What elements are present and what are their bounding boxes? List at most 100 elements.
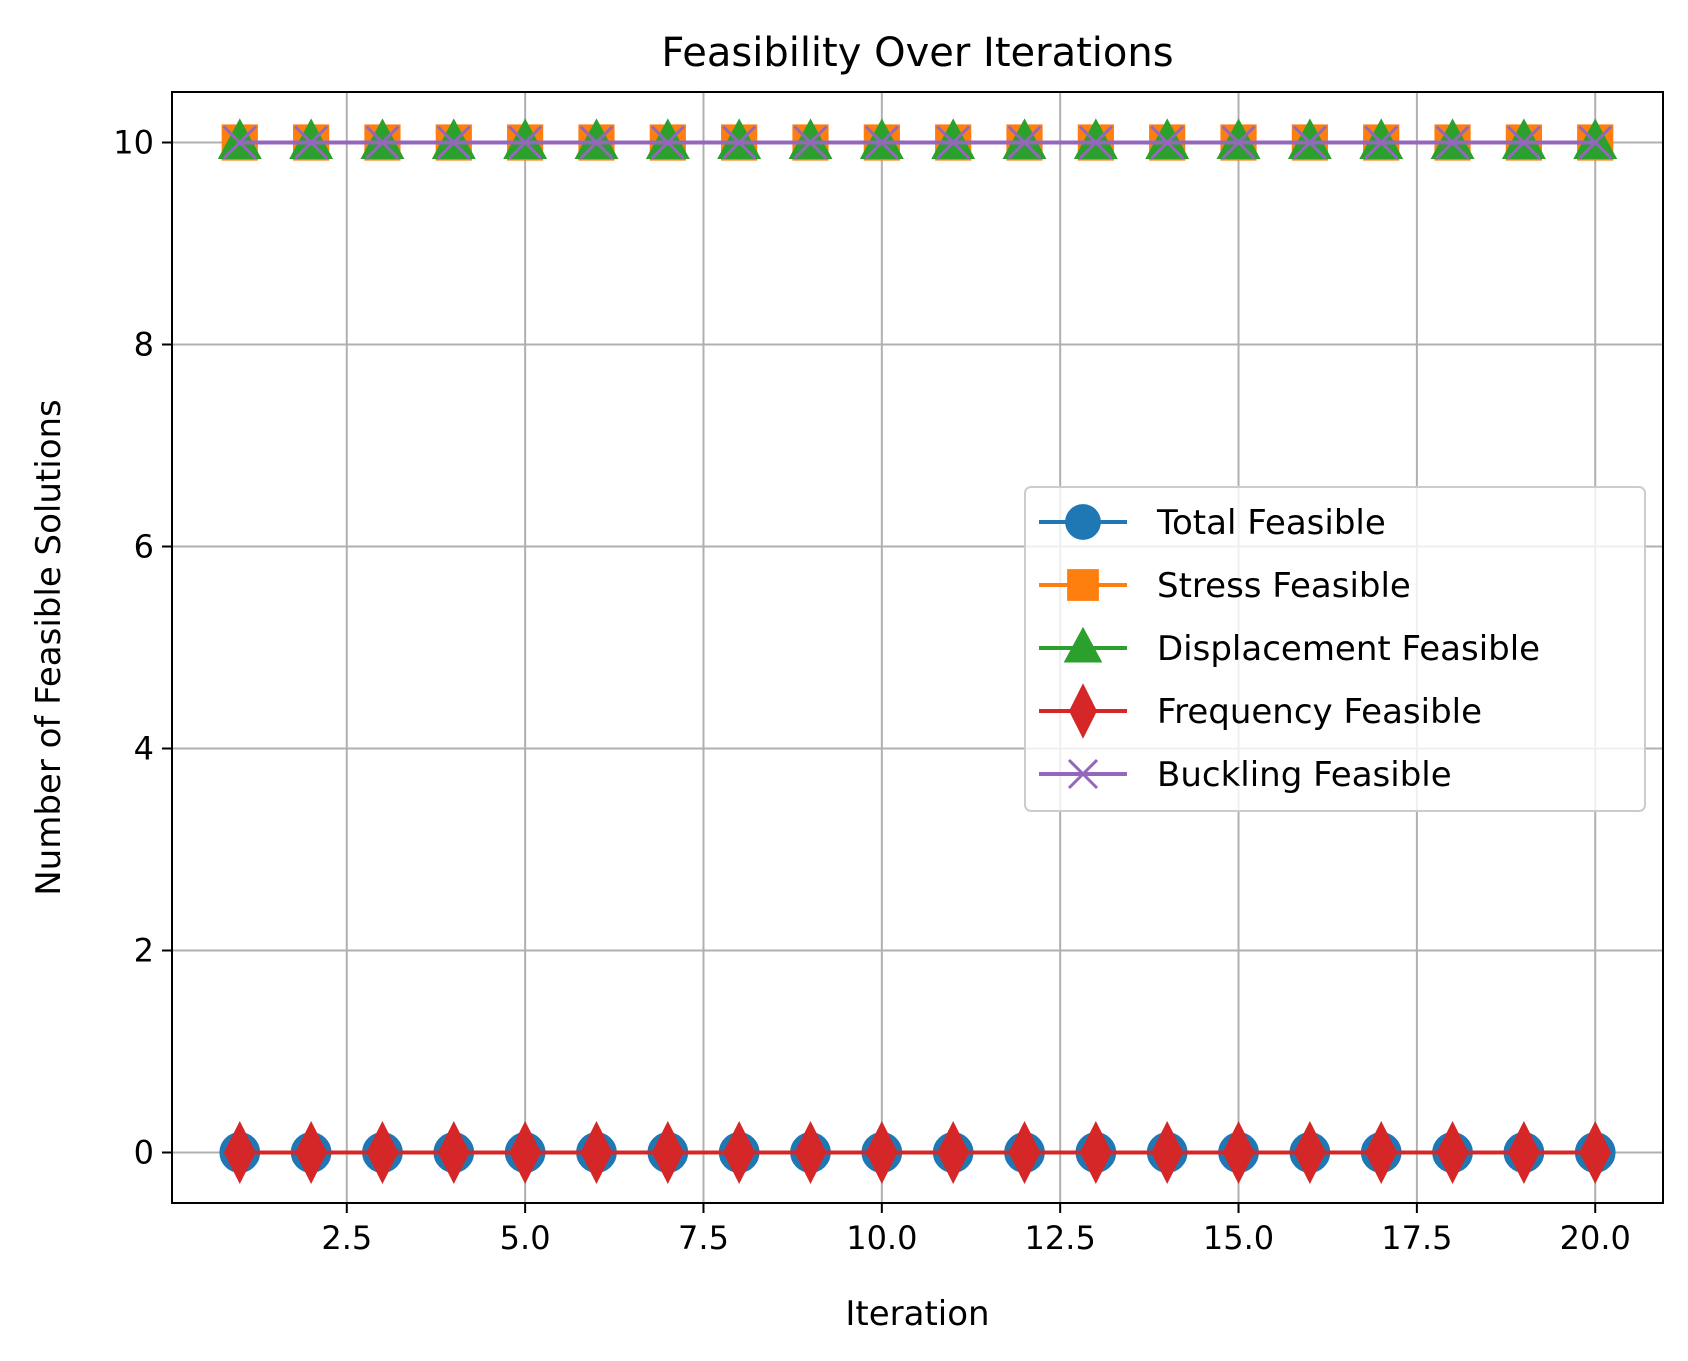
marker-x-stroke (365, 125, 400, 160)
x-tick-label: 7.5 (678, 1219, 729, 1257)
marker-diamond (509, 1120, 542, 1185)
marker-x-stroke (1221, 125, 1256, 160)
marker-x-stroke (1292, 125, 1327, 160)
marker-x (793, 125, 828, 160)
series-frequency-feasible (223, 1120, 1612, 1185)
marker-x-stroke (1007, 125, 1042, 160)
marker-x-stroke (222, 125, 257, 160)
marker-triangle (1145, 118, 1190, 159)
legend-item: Total Feasible (1039, 503, 1386, 543)
x-tick-label: 17.5 (1381, 1219, 1452, 1257)
marker-x-stroke (1078, 125, 1113, 160)
marker-triangle (1287, 118, 1332, 159)
y-tick-label: 0 (134, 1134, 154, 1172)
marker-diamond (723, 1120, 756, 1185)
marker-diamond (794, 1120, 827, 1185)
y-tick-label: 2 (134, 932, 154, 970)
marker-x-stroke (1364, 125, 1399, 160)
marker-triangle (1073, 118, 1118, 159)
marker-triangle (788, 118, 833, 159)
marker-x (1578, 125, 1613, 160)
marker-diamond (223, 1120, 256, 1185)
marker-x (1292, 125, 1327, 160)
marker-x (650, 125, 685, 160)
marker-triangle (645, 118, 690, 159)
marker-x (436, 125, 471, 160)
y-tick-label: 6 (134, 528, 154, 566)
marker-x-stroke (1578, 125, 1613, 160)
marker-diamond (1079, 1120, 1112, 1185)
marker-x-stroke (936, 125, 971, 160)
y-tick-label: 10 (113, 124, 154, 162)
marker-x (1221, 125, 1256, 160)
y-tick-label: 4 (134, 730, 154, 768)
marker-triangle (1063, 626, 1103, 663)
x-tick-label: 15.0 (1203, 1219, 1274, 1257)
legend-box (1024, 486, 1646, 812)
legend-item: Frequency Feasible (1039, 683, 1482, 739)
marker-diamond (1436, 1120, 1469, 1185)
marker-diamond (1068, 683, 1098, 739)
marker-diamond (1008, 1120, 1041, 1185)
marker-diamond (1222, 1120, 1255, 1185)
marker-triangle (431, 118, 476, 159)
marker-x (722, 125, 757, 160)
marker-x (1150, 125, 1185, 160)
marker-circle (1065, 504, 1101, 540)
marker-triangle (1573, 118, 1618, 159)
marker-triangle (931, 118, 976, 159)
marker-diamond (437, 1120, 470, 1185)
marker-x (1506, 125, 1541, 160)
marker-triangle (1430, 118, 1475, 159)
marker-diamond (937, 1120, 970, 1185)
marker-x-stroke (508, 125, 543, 160)
y-tick-label: 8 (134, 326, 154, 364)
legend-item: Displacement Feasible (1039, 626, 1540, 669)
chart-title: Feasibility Over Iterations (661, 30, 1173, 76)
marker-x (936, 125, 971, 160)
axes-frame (171, 91, 1664, 1204)
marker-triangle (859, 118, 904, 159)
legend-label: Frequency Feasible (1157, 692, 1482, 732)
marker-x-stroke (722, 125, 757, 160)
marker-x-stroke (864, 125, 899, 160)
x-tick-label: 10.0 (846, 1219, 917, 1257)
marker-triangle (1359, 118, 1404, 159)
marker-triangle (217, 118, 262, 159)
legend-label: Displacement Feasible (1157, 629, 1540, 669)
legend-label: Total Feasible (1156, 503, 1386, 543)
marker-x (365, 125, 400, 160)
marker-x-stroke (436, 125, 471, 160)
x-tick-label: 20.0 (1560, 1219, 1631, 1257)
marker-x-stroke (793, 125, 828, 160)
y-axis: 0 2 4 6 8 10 (113, 124, 172, 1172)
marker-x-stroke (1150, 125, 1185, 160)
marker-x (864, 125, 899, 160)
marker-x-stroke (1067, 758, 1099, 790)
x-tick-label: 12.5 (1025, 1219, 1096, 1257)
marker-triangle (574, 118, 619, 159)
marker-x (579, 125, 614, 160)
legend-item: Buckling Feasible (1039, 755, 1452, 795)
marker-diamond (1365, 1120, 1398, 1185)
marker-diamond (1293, 1120, 1326, 1185)
x-tick-label: 5.0 (500, 1219, 551, 1257)
marker-x (508, 125, 543, 160)
marker-triangle (1501, 118, 1546, 159)
marker-x (1007, 125, 1042, 160)
x-axis: 2.5 5.0 7.5 10.0 12.5 15.0 17.5 20.0 (321, 1203, 1631, 1257)
marker-x (222, 125, 257, 160)
plot-area (217, 118, 1618, 1185)
marker-x (1067, 758, 1099, 790)
marker-x-stroke (579, 125, 614, 160)
legend-item: Stress Feasible (1039, 566, 1411, 606)
marker-triangle (1216, 118, 1261, 159)
marker-square (1067, 569, 1099, 601)
marker-diamond (651, 1120, 684, 1185)
marker-x (294, 125, 329, 160)
marker-diamond (865, 1120, 898, 1185)
legend: Total Feasible Stress Feasible Displacemen… (1024, 486, 1646, 812)
marker-x (1078, 125, 1113, 160)
marker-diamond (1507, 1120, 1540, 1185)
